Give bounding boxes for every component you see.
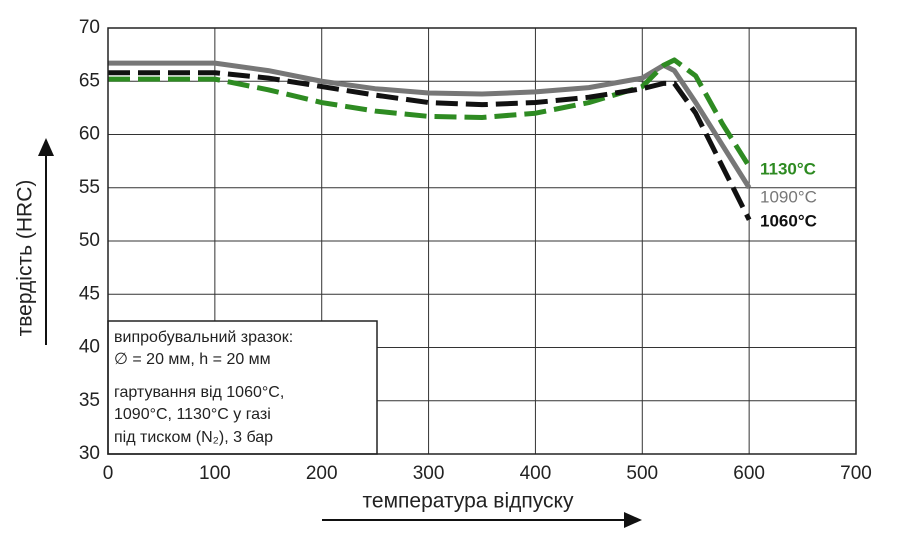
y-tick-label: 60 xyxy=(79,124,100,145)
y-tick-label: 70 xyxy=(79,17,100,38)
legend-label: 1090°C xyxy=(760,187,817,206)
y-axis-label: твердість (HRC) xyxy=(14,180,37,337)
plot-frame xyxy=(107,27,857,455)
y-tick-label: 65 xyxy=(79,70,100,91)
x-tick-label: 0 xyxy=(103,463,114,484)
note-box xyxy=(107,320,378,455)
note-text: випробувальний зразок: xyxy=(114,329,293,346)
y-tick-label: 45 xyxy=(79,283,100,304)
y-tick-label: 55 xyxy=(79,177,100,198)
x-tick-label: 300 xyxy=(413,463,445,484)
note-text: під тиском (N₂), 3 бар xyxy=(114,429,273,446)
legend-label: 1060°C xyxy=(760,211,817,230)
x-tick-label: 700 xyxy=(840,463,872,484)
lines xyxy=(108,57,752,221)
x-axis-label: температура відпуску xyxy=(363,490,574,513)
legend-label: 1130°C xyxy=(760,159,816,178)
series-line xyxy=(108,70,752,221)
x-tick-label: 500 xyxy=(626,463,658,484)
note-text: 1090°C, 1130°C у газі xyxy=(114,406,271,423)
x-tick-label: 600 xyxy=(733,463,765,484)
x-tick-label: 400 xyxy=(520,463,552,484)
note-text: гартування від 1060°C, xyxy=(114,384,284,401)
series-line xyxy=(108,60,752,190)
y-tick-label: 35 xyxy=(79,390,100,411)
y-tick-label: 40 xyxy=(79,337,100,358)
series-line xyxy=(108,57,752,168)
note-text: ∅ = 20 мм, h = 20 мм xyxy=(114,351,271,368)
y-tick-label: 30 xyxy=(79,443,100,464)
x-tick-label: 100 xyxy=(199,463,231,484)
x-tick-label: 200 xyxy=(306,463,338,484)
y-tick-label: 50 xyxy=(79,230,100,251)
